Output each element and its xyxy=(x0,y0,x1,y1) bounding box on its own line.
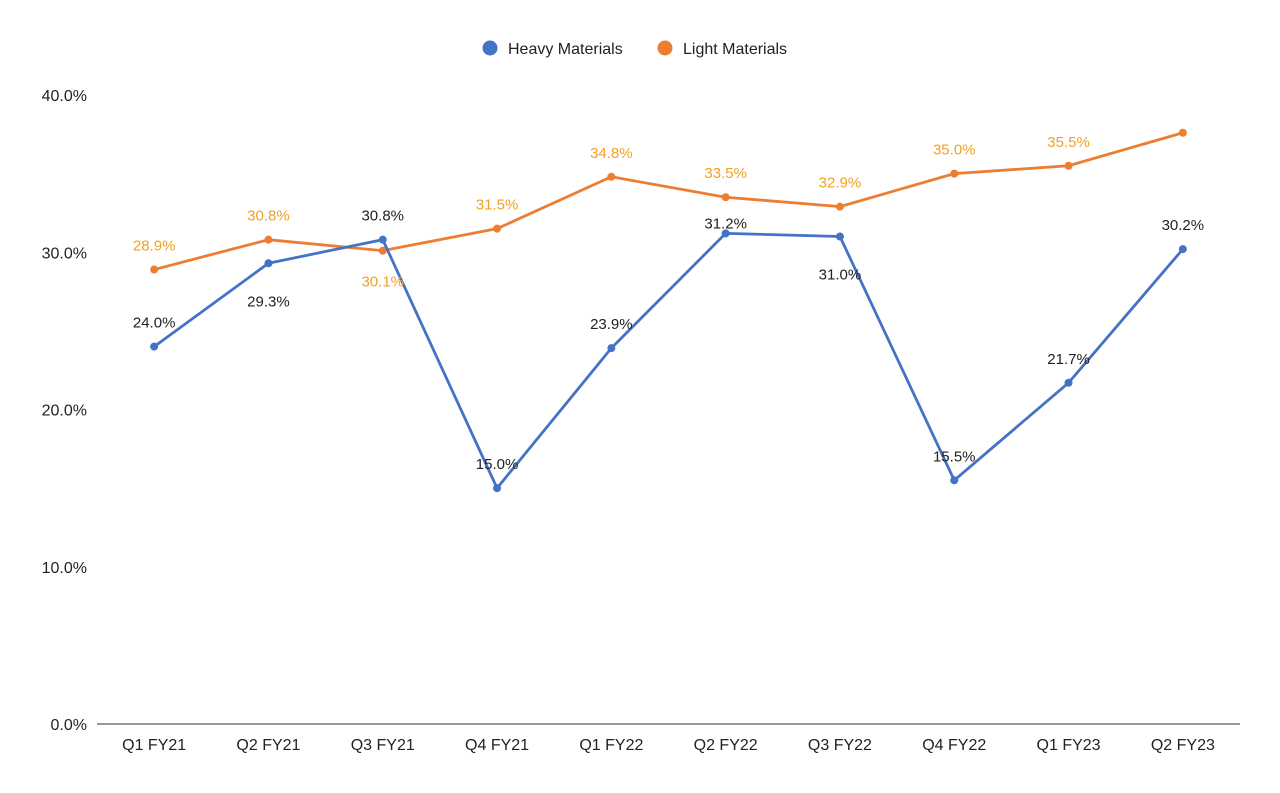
data-point xyxy=(1178,245,1187,254)
y-tick-label: 10.0% xyxy=(42,560,87,577)
data-label: 31.0% xyxy=(819,267,862,284)
data-point xyxy=(950,169,959,178)
x-tick-label: Q4 FY22 xyxy=(922,737,986,754)
data-point xyxy=(721,229,730,238)
x-tick-label: Q1 FY22 xyxy=(579,737,643,754)
y-tick-label: 0.0% xyxy=(51,717,87,734)
y-tick-label: 20.0% xyxy=(42,403,87,420)
x-tick-label: Q2 FY22 xyxy=(694,737,758,754)
data-point xyxy=(150,342,159,351)
series-line xyxy=(152,231,1185,490)
legend-label: Light Materials xyxy=(683,41,787,58)
y-tick-label: 40.0% xyxy=(42,88,87,105)
legend-marker xyxy=(657,40,673,56)
x-tick-label: Q1 FY23 xyxy=(1037,737,1101,754)
series-heavy-materials xyxy=(150,229,1187,493)
x-tick-label: Q3 FY22 xyxy=(808,737,872,754)
legend-item: Heavy Materials xyxy=(482,40,623,58)
data-point xyxy=(950,476,959,485)
data-point xyxy=(835,202,844,211)
data-label: 15.0% xyxy=(476,456,519,473)
data-point xyxy=(264,235,273,244)
data-label: 15.5% xyxy=(933,448,976,465)
legend-marker xyxy=(482,40,498,56)
series-line xyxy=(152,131,1185,271)
data-point xyxy=(607,344,616,353)
data-label: 35.5% xyxy=(1047,134,1090,151)
data-point xyxy=(835,232,844,241)
data-label: 33.5% xyxy=(704,165,747,182)
x-tick-label: Q2 FY21 xyxy=(236,737,300,754)
data-label: 30.8% xyxy=(247,208,290,225)
x-tick-label: Q4 FY21 xyxy=(465,737,529,754)
x-axis: Q1 FY21 Q2 FY21 Q3 FY21 Q4 FY21 Q1 FY22 Q2 FY… xyxy=(97,723,1240,754)
data-point xyxy=(493,484,502,493)
data-label: 21.7% xyxy=(1047,351,1090,368)
data-point xyxy=(1178,128,1187,137)
data-label: 23.9% xyxy=(590,316,633,333)
data-label-layer: 24.0% 29.3% 30.8% 15.0% 23.9% 31.2% 31.0% 15.5%… xyxy=(133,134,1204,473)
data-label: 29.3% xyxy=(247,293,290,310)
chart-legend: Heavy Materials Light Materials xyxy=(482,40,787,58)
data-label: 31.2% xyxy=(704,215,747,232)
data-point xyxy=(1064,378,1073,387)
data-label: 30.8% xyxy=(361,208,404,225)
data-label: 24.0% xyxy=(133,315,176,332)
series-layer xyxy=(150,128,1187,493)
x-tick-label: Q1 FY21 xyxy=(122,737,186,754)
data-point xyxy=(378,235,387,244)
data-label: 28.9% xyxy=(133,238,176,255)
data-point xyxy=(1064,161,1073,170)
x-tick-label: Q2 FY23 xyxy=(1151,737,1215,754)
data-label: 30.1% xyxy=(361,274,404,291)
series-light-materials xyxy=(150,128,1187,274)
data-label: 35.0% xyxy=(933,142,976,159)
data-point xyxy=(493,224,502,233)
data-point xyxy=(150,265,159,274)
data-point xyxy=(607,172,616,181)
data-point xyxy=(264,259,273,268)
data-label: 30.2% xyxy=(1162,217,1205,234)
data-label: 32.9% xyxy=(819,175,862,192)
y-tick-label: 30.0% xyxy=(42,245,87,262)
y-axis: 0.0% 10.0% 20.0% 30.0% 40.0% xyxy=(42,88,87,734)
legend-item: Light Materials xyxy=(657,40,787,58)
data-point xyxy=(721,193,730,202)
data-point xyxy=(378,246,387,255)
data-label: 31.5% xyxy=(476,197,519,214)
data-label: 34.8% xyxy=(590,145,633,162)
legend-label: Heavy Materials xyxy=(508,41,623,58)
x-tick-label: Q3 FY21 xyxy=(351,737,415,754)
